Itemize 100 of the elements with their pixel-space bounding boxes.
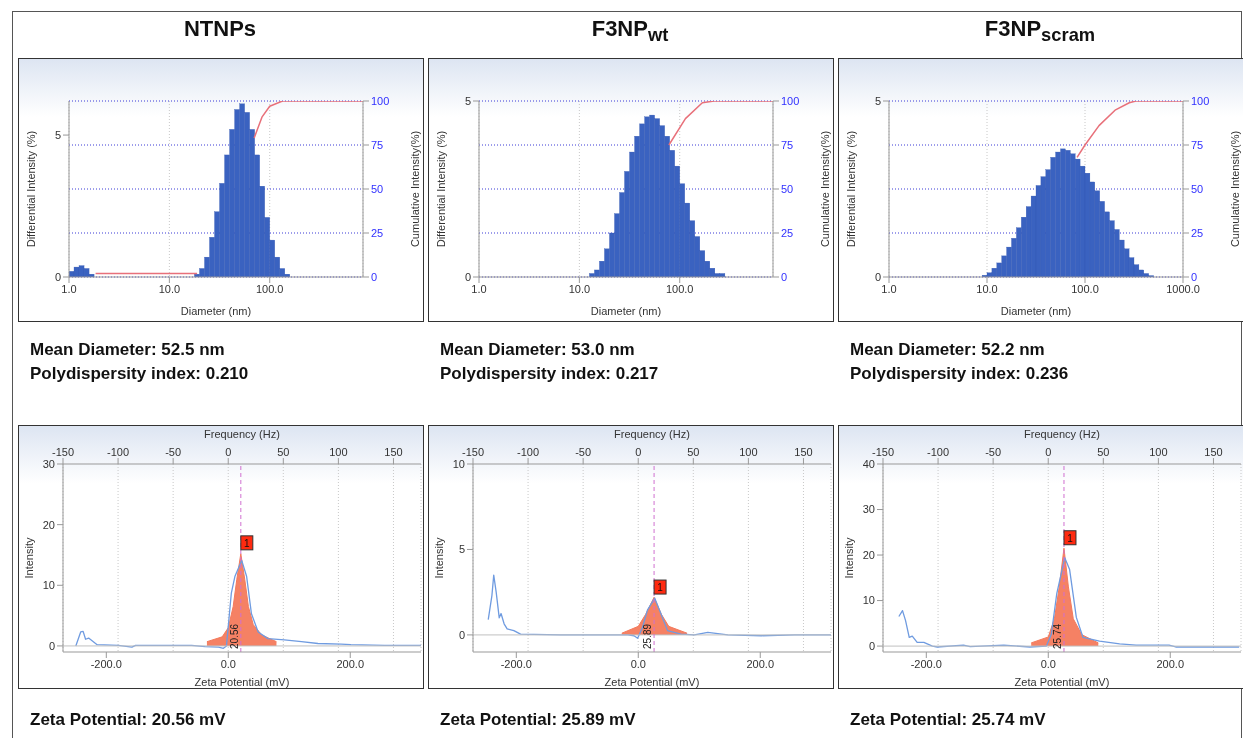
y2-axis-title: Cumulative Intensity(%) — [818, 130, 831, 248]
x2-tick-label: -150 — [871, 446, 895, 458]
y-axis-title: Intensity — [22, 537, 35, 579]
x-tick-label: -200.0 — [90, 657, 122, 670]
y-tick-label: 5 — [458, 543, 465, 556]
x-tick-label: -200.0 — [910, 657, 942, 670]
x-tick-label: 0.0 — [220, 657, 236, 670]
y-tick-label: 0 — [54, 270, 61, 283]
text: Polydispersity index: 0.236 — [850, 363, 1070, 385]
x-tick-label: 200.0 — [336, 657, 365, 670]
x2-tick-label: 150 — [1204, 446, 1223, 458]
text: Mean Diameter: 53.0 nm — [440, 339, 636, 361]
x-tick-label: 0.0 — [630, 657, 646, 670]
y-axis-title: Differential Intensity (%) — [844, 130, 857, 248]
text: Zeta Potential: 25.89 mV — [440, 709, 637, 731]
y2-tick-label: 0 — [781, 270, 788, 283]
y-tick-label: 0 — [48, 639, 55, 652]
ref-line-label: 20.56 — [228, 623, 240, 649]
y-tick-label: 30 — [42, 457, 55, 470]
x-axis-title: Zeta Potential (mV) — [194, 676, 290, 688]
x2-tick-label: -150 — [461, 446, 485, 458]
chart-title: F3NP$_{scram}$ — [983, 16, 1097, 47]
x-tick-label: 1.0 — [61, 282, 77, 295]
y2-tick-label: 50 — [781, 182, 794, 195]
x2-tick-label: -100 — [517, 446, 540, 458]
y2-tick-label: 0 — [371, 270, 378, 283]
y2-tick-label: 25 — [371, 226, 384, 239]
x2-tick-label: -100 — [107, 446, 130, 458]
y-tick-label: 0 — [874, 270, 881, 283]
y2-tick-label: 75 — [371, 138, 384, 151]
x2-tick-label: 0 — [635, 446, 642, 458]
annotation: 1 — [1067, 532, 1074, 544]
y-axis-title: Intensity — [842, 537, 855, 579]
y2-tick-label: 50 — [1191, 182, 1204, 195]
x2-axis-title: Frequency (Hz) — [614, 427, 690, 440]
x2-tick-label: -50 — [985, 446, 1002, 458]
x-tick-label: 10.0 — [976, 282, 998, 295]
y-tick-label: 30 — [862, 503, 875, 516]
y-tick-label: 5 — [874, 94, 881, 107]
x-tick-label: 100.0 — [665, 282, 694, 295]
ref-line-label: 25.89 — [642, 623, 654, 649]
x2-tick-label: -100 — [927, 446, 950, 458]
y2-tick-label: 25 — [1191, 226, 1204, 239]
y2-axis-title: Cumulative Intensity(%) — [1228, 130, 1241, 248]
x2-tick-label: 50 — [687, 446, 700, 458]
x2-tick-label: 100 — [1149, 446, 1168, 458]
x-tick-label: 10.0 — [158, 282, 181, 295]
x-axis-title: Zeta Potential (mV) — [604, 676, 700, 688]
y-axis-title: Differential Intensity (%) — [434, 130, 447, 248]
ref-line-label: 25.74 — [1051, 623, 1063, 649]
annotation: 1 — [244, 537, 251, 549]
x-tick-label: 200.0 — [746, 657, 775, 670]
x2-tick-label: 100 — [329, 446, 348, 458]
x-axis-title: Zeta Potential (mV) — [1014, 676, 1110, 688]
y2-tick-label: 50 — [371, 182, 384, 195]
y2-tick-label: 100 — [781, 94, 800, 107]
text: Polydispersity index: 0.217 — [440, 363, 660, 385]
text: Zeta Potential: 25.74 mV — [850, 709, 1047, 731]
x2-axis-title: Frequency (Hz) — [204, 427, 280, 440]
y-tick-label: 20 — [862, 548, 875, 561]
x-tick-label: 100.0 — [255, 282, 284, 295]
x-tick-label: 100.0 — [1071, 282, 1099, 295]
x-axis-title: Diameter (nm) — [590, 305, 662, 317]
x2-tick-label: 0 — [225, 446, 232, 458]
x-tick-label: 1.0 — [881, 282, 897, 295]
y-tick-label: 0 — [868, 639, 875, 652]
x-tick-label: 10.0 — [568, 282, 591, 295]
x2-tick-label: 150 — [384, 446, 403, 458]
y-axis-title: Differential Intensity (%) — [24, 130, 37, 248]
y-tick-label: 5 — [54, 128, 61, 141]
y-tick-label: 10 — [452, 457, 465, 470]
chart-title: NTNPs — [182, 16, 258, 42]
y2-axis-title: Cumulative Intensity(%) — [408, 130, 421, 248]
y-tick-label: 10 — [42, 579, 55, 592]
annotation: 1 — [657, 582, 664, 594]
x2-tick-label: 50 — [277, 446, 290, 458]
y2-tick-label: 100 — [1191, 94, 1210, 107]
y-tick-label: 40 — [862, 457, 875, 470]
y2-tick-label: 25 — [781, 226, 794, 239]
x2-tick-label: 50 — [1097, 446, 1110, 458]
x2-tick-label: -50 — [165, 446, 182, 458]
x-tick-label: 200.0 — [1156, 657, 1185, 670]
y-tick-label: 5 — [464, 94, 471, 107]
y-tick-label: 20 — [42, 518, 55, 531]
x-axis-title: Diameter (nm) — [1000, 305, 1072, 317]
y-axis-title: Intensity — [432, 537, 445, 579]
y2-tick-label: 100 — [371, 94, 390, 107]
y2-tick-label: 75 — [1191, 138, 1204, 151]
y-tick-label: 0 — [464, 270, 471, 283]
x-tick-label: -200.0 — [500, 657, 532, 670]
x2-tick-label: -50 — [575, 446, 592, 458]
y-tick-label: 0 — [458, 628, 465, 641]
x2-tick-label: 100 — [739, 446, 758, 458]
x2-tick-label: 150 — [794, 446, 813, 458]
y2-tick-label: 0 — [1191, 270, 1198, 283]
y-tick-label: 10 — [862, 594, 875, 607]
x-tick-label: 0.0 — [1040, 657, 1056, 670]
text: Mean Diameter: 52.5 nm — [30, 339, 226, 361]
x-tick-label: 1000.0 — [1166, 282, 1200, 295]
text: Zeta Potential: 20.56 mV — [30, 709, 227, 731]
